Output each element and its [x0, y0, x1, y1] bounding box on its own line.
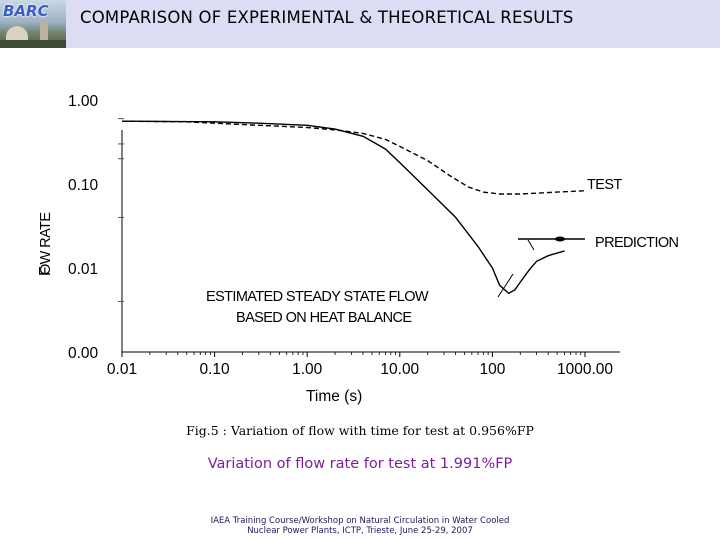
footer-line-2: Nuclear Power Plants, ICTP, Trieste, Jun… — [247, 526, 473, 536]
x-tick-label-1: 0.10 — [200, 361, 231, 378]
x-tick-label-3: 10.00 — [380, 361, 419, 378]
slide-subtitle: Variation of flow rate for test at 1.991… — [207, 456, 513, 472]
logo-tower-shape — [40, 22, 48, 42]
barc-logo: BARC — [0, 0, 66, 48]
series-line-prediction — [121, 120, 565, 295]
y-tick-label-2: 0.01 — [68, 261, 98, 278]
slide-title: COMPARISON OF EXPERIMENTAL & THEORETICAL… — [80, 8, 574, 27]
x-tick-label-0: 0.01 — [107, 361, 137, 378]
y-axis-label: F — [37, 267, 54, 276]
x-tick-label-5: 1000.00 — [557, 361, 613, 378]
y-tick-label-0: 1.00 — [68, 93, 99, 110]
chart-series — [121, 120, 586, 298]
footer: IAEA Training Course/Workshop on Natural… — [0, 516, 720, 536]
logo-dome-shape — [6, 26, 28, 42]
series-line-test — [121, 120, 586, 195]
logo-text: BARC — [3, 2, 49, 20]
footer-line-1: IAEA Training Course/Workshop on Natural… — [210, 516, 510, 526]
annotation-prediction: PREDICTION — [595, 235, 679, 251]
x-tick-label-2: 1.00 — [292, 361, 323, 378]
estimated-flow-leader-line — [497, 273, 514, 298]
overlapped-axis-text: OW RATE — [38, 212, 54, 275]
chart-axes: 1.00 0.10 0.01 0.00 0.01 0.10 1.00 10.00 100 1000… — [68, 93, 620, 378]
prediction-leader-line — [527, 239, 535, 251]
header-band — [0, 0, 720, 48]
annotation-estimated-flow: ESTIMATED STEADY STATE FLOW — [206, 289, 429, 305]
annotation-heat-balance: BASED ON HEAT BALANCE — [236, 310, 412, 326]
logo-ground-shape — [0, 40, 66, 48]
y-tick-label-1: 0.10 — [68, 177, 99, 194]
annotation-test: TEST — [587, 177, 622, 193]
figure-caption: Fig.5 : Variation of flow with time for … — [186, 423, 534, 438]
steady-state-marker — [555, 236, 565, 242]
x-axis-label: Time (s) — [306, 388, 362, 405]
flow-chart: 1.00 0.10 0.01 0.00 0.01 0.10 1.00 10.00 100 1000… — [37, 93, 679, 405]
x-tick-label-4: 100 — [479, 361, 505, 378]
y-tick-label-3: 0.00 — [68, 345, 99, 362]
chart-labels: F Time (s) TEST PREDICTION ESTIMATED STE… — [37, 177, 679, 405]
